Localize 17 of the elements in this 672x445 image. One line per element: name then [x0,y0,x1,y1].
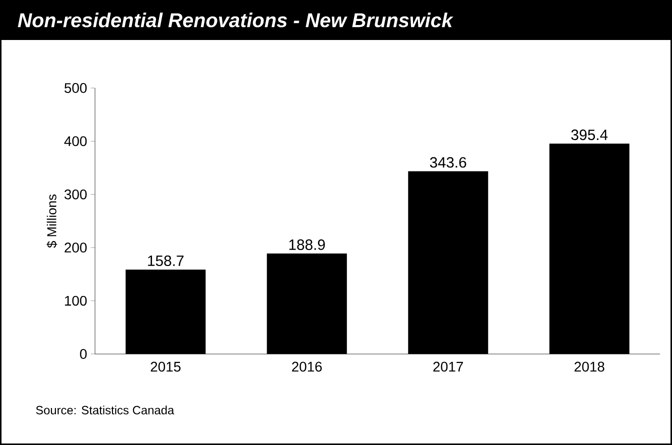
data-label: 158.7 [148,255,184,266]
y-tick-label: 0 [80,349,87,359]
x-tick-label: 2018 [574,362,604,372]
data-label: 395.4 [571,130,608,140]
x-tick-label: 2015 [150,362,181,372]
source-note: Source: Statistics Canada [36,406,174,414]
x-tick-label: 2016 [292,362,322,372]
y-axis-title: $ Millions [46,194,58,248]
y-tick-label: 400 [64,136,87,146]
chart-title: Non-residential Renovations - New Brunswick [18,12,454,28]
y-tick-label: 500 [64,83,87,93]
x-tick-label: 2017 [433,362,463,372]
y-tick-label: 300 [64,189,87,200]
y-tick-label: 200 [64,242,87,253]
y-tick-label: 100 [65,296,87,306]
data-label: 188.9 [289,239,325,250]
data-label: 343.6 [430,157,466,168]
